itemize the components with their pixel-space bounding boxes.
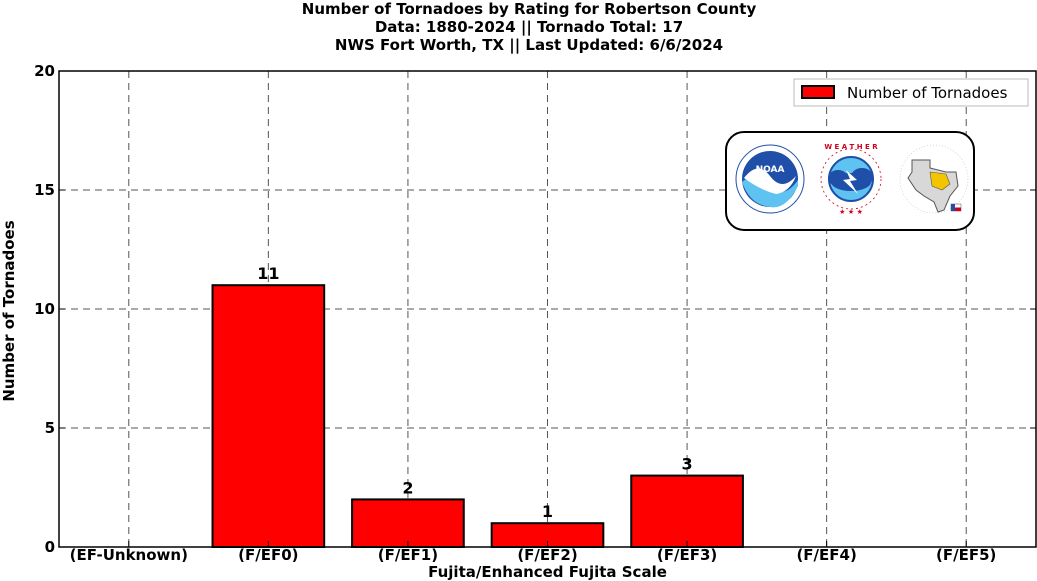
legend-swatch — [801, 85, 835, 99]
x-axis-label: Fujita/Enhanced Fujita Scale — [428, 563, 667, 581]
y-tick-label: 0 — [45, 538, 55, 556]
bar-data-label: 11 — [257, 264, 279, 283]
legend-frame — [793, 78, 1029, 107]
svg-text:W E A T H E R: W E A T H E R — [824, 143, 878, 151]
x-tick-label: (F/EF3) — [657, 546, 717, 564]
x-tick-label: (F/EF1) — [378, 546, 438, 564]
chart-title-line: NWS Fort Worth, TX || Last Updated: 6/6/… — [335, 36, 723, 55]
x-tick-label: (F/EF5) — [936, 546, 996, 564]
x-tick-label: (EF-Unknown) — [70, 546, 188, 564]
y-tick-label: 15 — [34, 181, 55, 199]
y-tick-label: 10 — [34, 300, 55, 318]
y-axis-label: Number of Tornadoes — [0, 220, 18, 401]
nws-fort-worth-logo — [899, 144, 969, 214]
legend-label: Number of Tornadoes — [847, 84, 1008, 102]
x-tick-label: (F/EF2) — [517, 546, 577, 564]
chart-title: Number of Tornadoes by Rating for Robert… — [302, 0, 757, 55]
bar-data-label: 3 — [682, 455, 693, 474]
y-axis-ticks: 0 5 10 15 20 — [34, 62, 1036, 556]
noaa-logo: NOAA — [735, 144, 805, 214]
bar — [630, 474, 744, 549]
svg-text:★ ★ ★: ★ ★ ★ — [839, 208, 863, 216]
noaa-logo-text: NOAA — [756, 165, 785, 175]
nws-logo: W E A T H E R ★ ★ ★ — [817, 143, 885, 216]
bar — [211, 284, 326, 548]
y-tick-label: 20 — [34, 62, 55, 80]
x-axis-ticks: (EF-Unknown) (F/EF0) (F/EF1) (F/EF2) (F/EF3)… — [70, 541, 996, 564]
bars: 11 2 1 3 — [211, 264, 744, 549]
x-tick-label: (F/EF0) — [238, 546, 298, 564]
chart-title-line: Number of Tornadoes by Rating for Robert… — [302, 0, 757, 18]
y-tick-label: 5 — [45, 419, 55, 437]
bar-data-label: 1 — [542, 502, 553, 521]
chart-title-line: Data: 1880-2024 || Tornado Total: 17 — [375, 18, 683, 37]
x-tick-label: (F/EF4) — [796, 546, 856, 564]
bar-data-label: 2 — [402, 478, 413, 497]
legend: Number of Tornadoes — [793, 78, 1029, 107]
logo-panel: NOAA W E A T H E R ★ ★ ★ — [725, 131, 975, 231]
bar — [351, 498, 465, 548]
